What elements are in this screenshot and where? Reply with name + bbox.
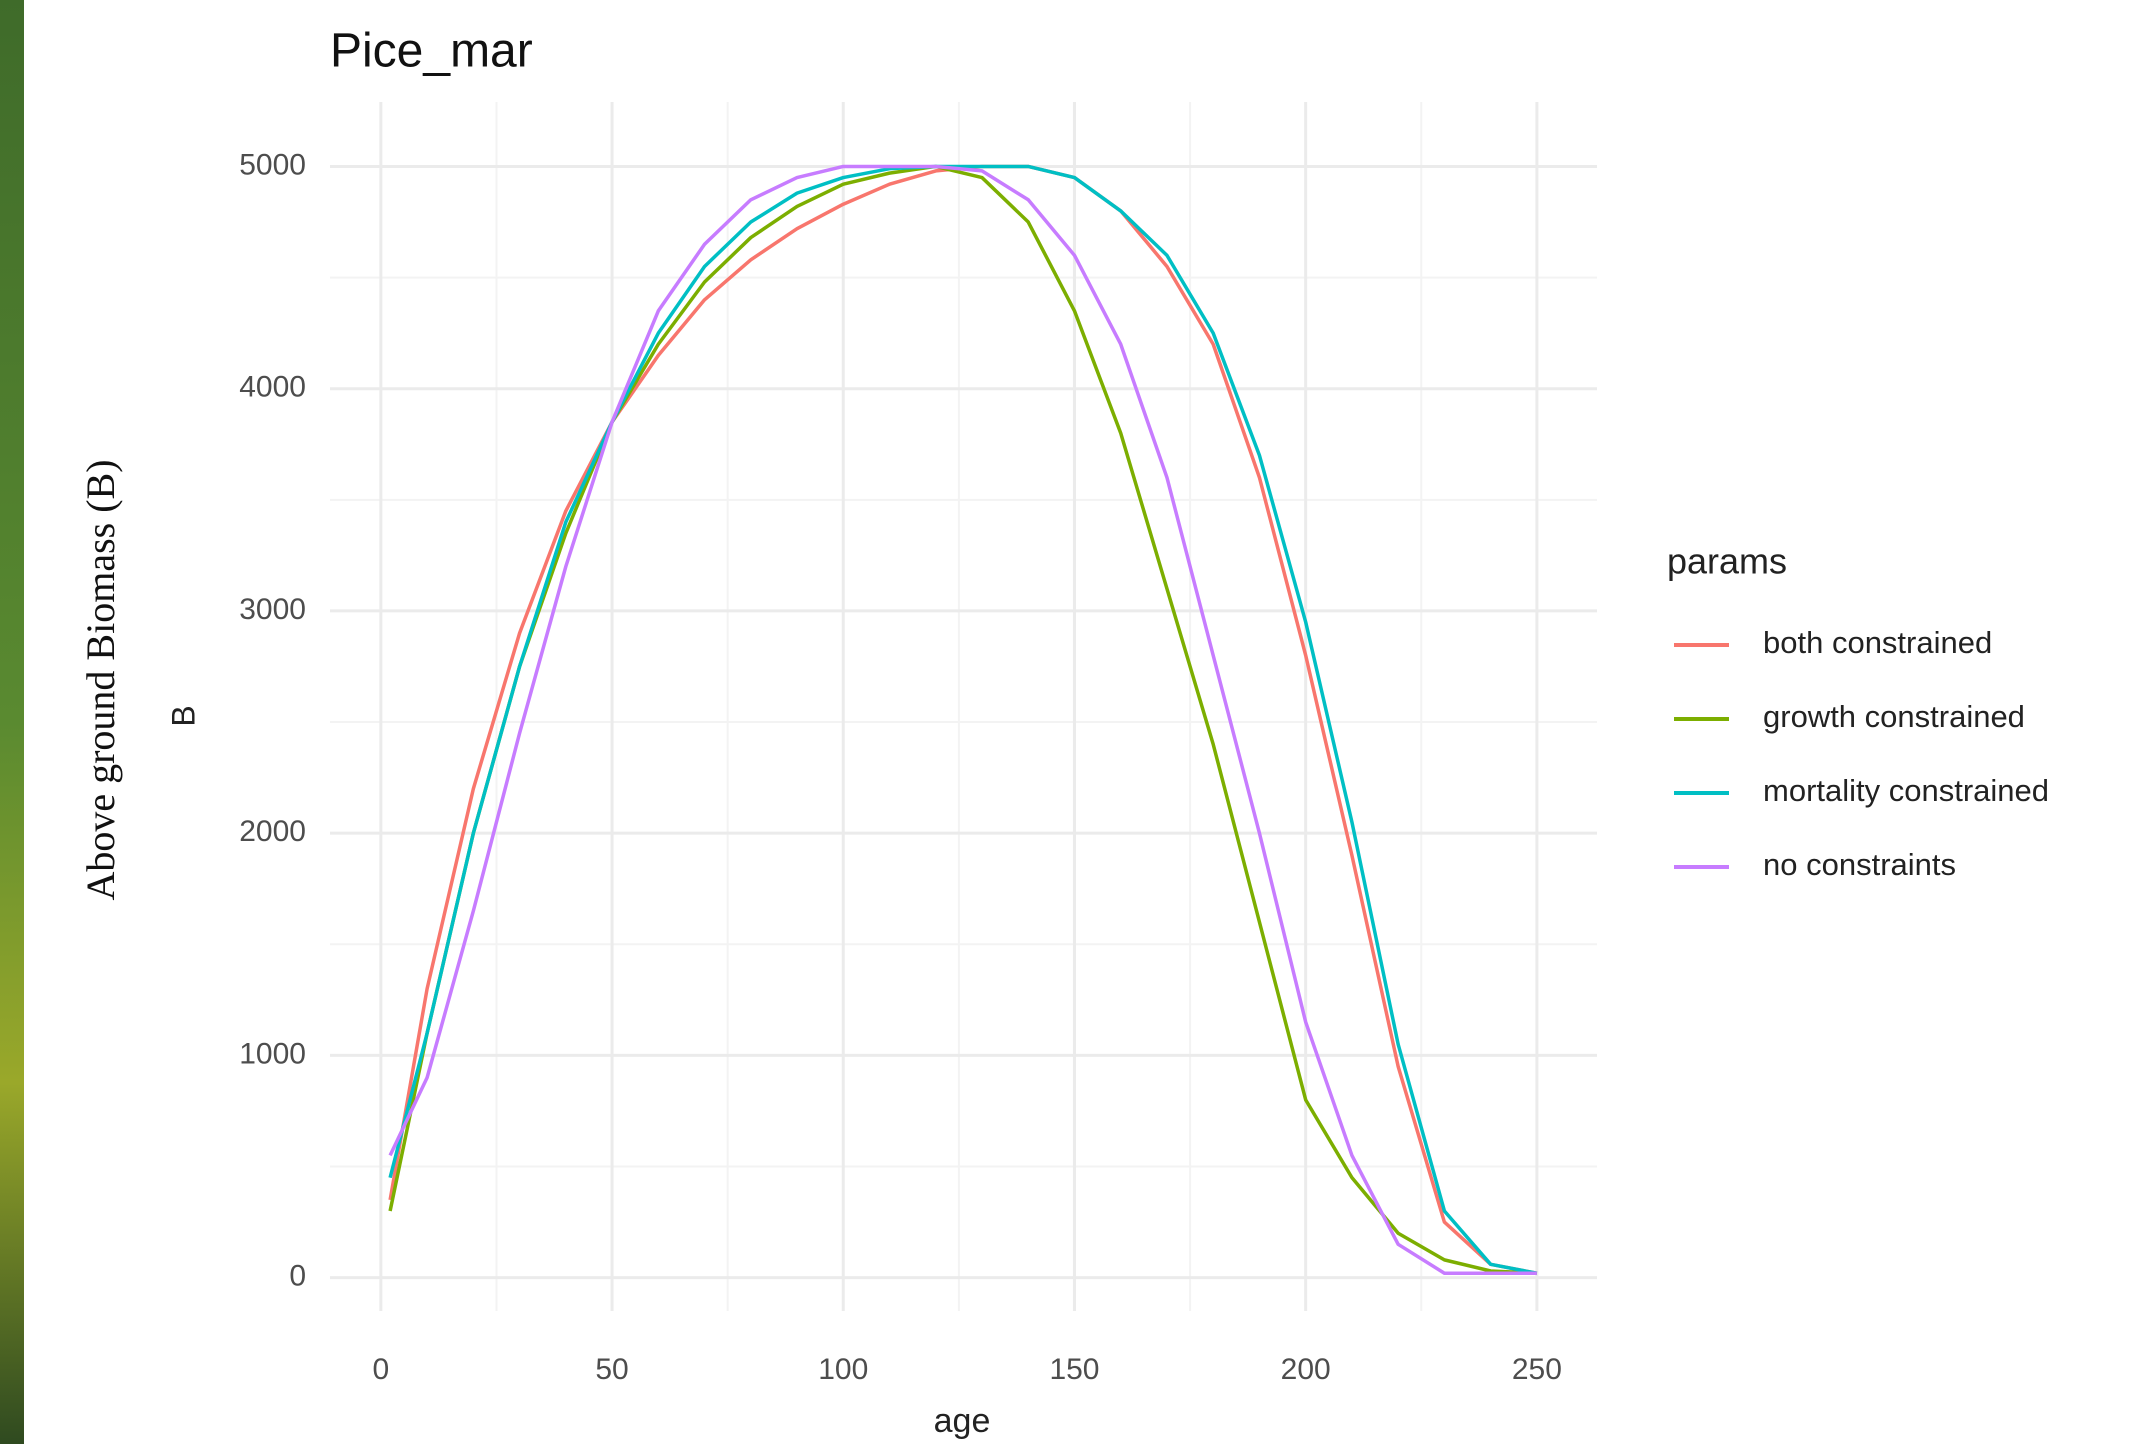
x-tick-label: 150 [1049, 1353, 1099, 1386]
y-tick-label: 5000 [239, 148, 306, 181]
legend-label: mortality constrained [1763, 773, 2049, 808]
x-tick-label: 100 [818, 1353, 868, 1386]
legend-label: both constrained [1763, 625, 1992, 660]
series-line [388, 164, 1538, 1275]
y-tick-label: 0 [289, 1260, 306, 1293]
y-axis-title: B [165, 705, 201, 726]
y-tick-label: 2000 [239, 815, 306, 848]
legend-label: no constraints [1763, 847, 1956, 882]
x-tick-label: 0 [373, 1353, 390, 1386]
legend-label: growth constrained [1763, 699, 2025, 734]
background-strip [0, 0, 24, 1444]
y-tick-label: 3000 [239, 593, 306, 626]
series-line [388, 164, 1537, 1275]
chart-title: Pice_mar [330, 25, 533, 78]
x-tick-label: 250 [1512, 1353, 1562, 1386]
side-label: Above ground Biomass (B) [78, 459, 123, 900]
x-tick-label: 50 [595, 1353, 628, 1386]
series-line [388, 164, 1537, 1275]
series-line [388, 164, 1538, 1275]
x-tick-label: 200 [1281, 1353, 1331, 1386]
y-tick-label: 4000 [239, 371, 306, 404]
y-tick-label: 1000 [239, 1037, 306, 1070]
legend-title: params [1667, 541, 1787, 582]
x-axis-title: age [934, 1402, 991, 1440]
